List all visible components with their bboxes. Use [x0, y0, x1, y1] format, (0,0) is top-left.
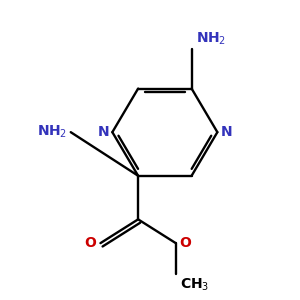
Text: N: N — [220, 125, 232, 139]
Text: N: N — [98, 125, 109, 139]
Text: NH$_2$: NH$_2$ — [37, 124, 67, 140]
Text: CH$_3$: CH$_3$ — [180, 277, 209, 293]
Text: O: O — [180, 236, 192, 250]
Text: NH$_2$: NH$_2$ — [196, 31, 226, 47]
Text: O: O — [85, 236, 97, 250]
